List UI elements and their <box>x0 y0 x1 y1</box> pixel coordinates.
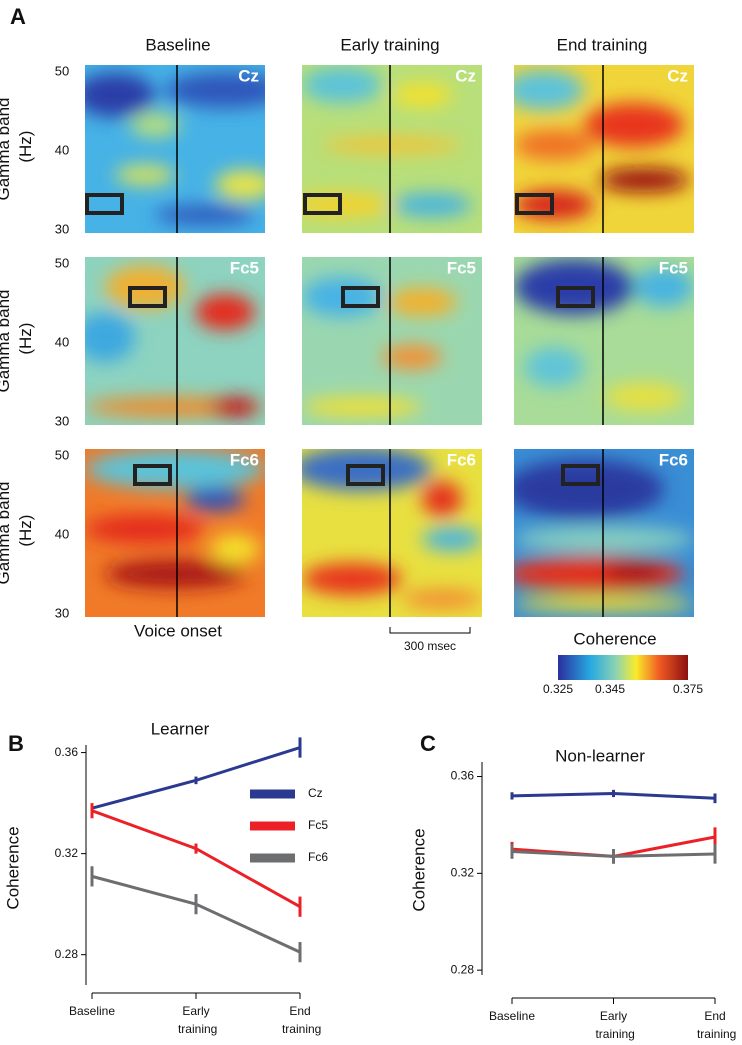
electrode-label: Cz <box>238 66 259 85</box>
electrode-label: Cz <box>667 66 688 85</box>
legend-label: Fc6 <box>308 850 328 864</box>
electrode-label: Fc6 <box>230 450 259 469</box>
column-title: End training <box>557 35 648 54</box>
electrode-label: Fc5 <box>230 258 259 277</box>
y-tick-label: 0.32 <box>55 846 79 860</box>
roi-boxes <box>85 193 600 486</box>
y-axis-label: Coherence <box>3 826 22 909</box>
chart-title: Non-learner <box>555 746 645 765</box>
column-title: Baseline <box>145 35 210 54</box>
scale-bar <box>389 627 471 634</box>
y-tick-label: 50 <box>55 255 69 270</box>
colorbar-tick-label: 0.345 <box>595 682 625 696</box>
heatmap-image <box>302 257 482 425</box>
y-tick-label: 0.28 <box>55 947 79 961</box>
y-tick-label: 50 <box>55 447 69 462</box>
y-tick-label: 30 <box>55 221 69 236</box>
colorbar-label: Coherence <box>573 629 656 648</box>
x-tick-label: End training <box>279 1004 322 1036</box>
legend-label: Cz <box>308 786 323 800</box>
y-tick-label: 0.36 <box>451 769 475 783</box>
heatmap-image <box>85 449 265 617</box>
y-axis-label: Gamma band (Hz) <box>0 98 35 201</box>
y-tick-label: 50 <box>55 63 69 78</box>
heatmap-image <box>302 449 482 617</box>
panel-label: B <box>8 731 24 756</box>
y-tick-label: 0.28 <box>451 962 475 976</box>
heatmap-image <box>302 65 482 233</box>
column-title: Early training <box>340 35 439 54</box>
y-tick-label: 30 <box>55 413 69 428</box>
heatmap-image <box>85 257 265 425</box>
x-tick-label: End training <box>694 1009 737 1041</box>
heatmap-image <box>514 65 694 233</box>
heatmap-image <box>514 449 694 617</box>
electrode-label: Cz <box>455 66 476 85</box>
colorbar-tick-label: 0.325 <box>543 682 573 696</box>
x-tick-label: Early training <box>175 1004 218 1036</box>
y-axis-label: Gamma band (Hz) <box>0 290 35 393</box>
y-tick-label: 40 <box>55 526 69 541</box>
panel-label: A <box>10 4 26 29</box>
y-tick-label: 30 <box>55 605 69 620</box>
heatmap-image <box>514 257 694 425</box>
onset-lines <box>176 65 604 617</box>
y-tick-label: 40 <box>55 142 69 157</box>
scale-label: 300 msec <box>404 639 456 653</box>
annotation: Voice onset <box>134 621 222 640</box>
y-tick-label: 40 <box>55 334 69 349</box>
electrode-label: Fc6 <box>447 450 476 469</box>
heatmap-image <box>85 65 265 233</box>
x-tick-label: Baseline <box>489 1009 535 1023</box>
y-tick-label: 0.32 <box>451 866 475 880</box>
y-axis-label: Coherence <box>409 828 428 911</box>
chart-title: Learner <box>151 719 210 738</box>
panel-label: C <box>420 731 436 756</box>
electrode-label: Fc5 <box>659 258 688 277</box>
electrode-label: Fc6 <box>659 450 688 469</box>
y-tick-label: 0.36 <box>55 745 79 759</box>
colorbar-tick-label: 0.375 <box>673 682 703 696</box>
x-tick-label: Baseline <box>69 1004 115 1018</box>
legend-label: Fc5 <box>308 818 328 832</box>
electrode-label: Fc5 <box>447 258 476 277</box>
x-tick-label: Early training <box>592 1009 635 1041</box>
colorbar <box>558 655 688 680</box>
y-axis-label: Gamma band (Hz) <box>0 482 35 585</box>
